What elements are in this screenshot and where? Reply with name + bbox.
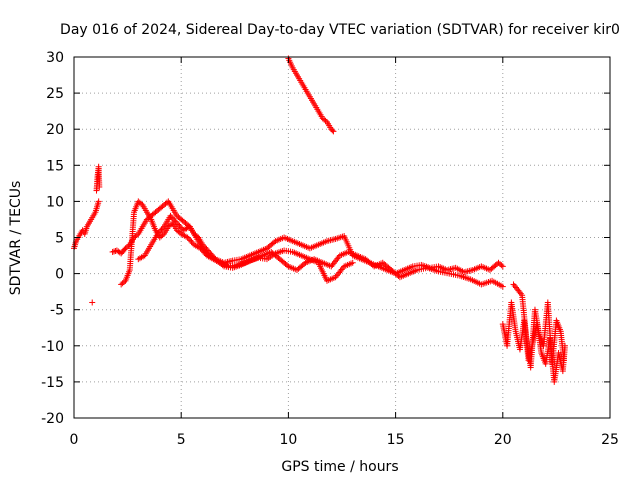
data-point xyxy=(168,214,175,221)
x-tick-label: 20 xyxy=(494,432,512,448)
y-tick-label: -10 xyxy=(41,339,64,355)
data-point xyxy=(167,212,174,219)
data-point xyxy=(200,246,207,253)
data-point xyxy=(184,234,191,241)
data-point xyxy=(173,220,180,227)
y-tick-label: 10 xyxy=(46,194,64,210)
data-point xyxy=(154,230,161,237)
data-point xyxy=(271,239,278,246)
data-point xyxy=(203,249,210,256)
data-point xyxy=(283,262,290,269)
data-point xyxy=(499,263,506,270)
x-tick-label: 5 xyxy=(177,432,186,448)
data-point xyxy=(172,218,179,225)
data-point xyxy=(188,238,195,245)
data-point xyxy=(329,127,336,134)
data-point xyxy=(499,283,506,290)
data-point xyxy=(121,279,128,286)
y-tick-label: 25 xyxy=(46,86,64,102)
y-axis-label: SDTVAR / TECUs xyxy=(8,181,24,296)
data-point xyxy=(560,357,567,364)
y-tick-label: 0 xyxy=(55,267,64,283)
chart-title: Day 016 of 2024, Sidereal Day-to-day VTE… xyxy=(60,22,620,38)
y-tick-label: -5 xyxy=(50,303,64,319)
data-point xyxy=(176,229,183,236)
data-point xyxy=(133,232,140,239)
data-point xyxy=(138,200,145,207)
data-point xyxy=(330,128,337,135)
data-point xyxy=(199,245,206,252)
data-point xyxy=(202,248,209,255)
data-point xyxy=(185,235,192,242)
data-point xyxy=(158,226,165,233)
data-point xyxy=(157,228,164,235)
data-point xyxy=(498,262,505,269)
data-point xyxy=(219,262,226,269)
data-point xyxy=(176,222,183,229)
data-point xyxy=(125,242,132,249)
data-point xyxy=(175,221,182,228)
x-tick-label: 10 xyxy=(279,432,297,448)
data-point xyxy=(168,221,175,228)
data-point xyxy=(171,217,178,224)
data-point xyxy=(95,198,102,205)
data-point xyxy=(177,224,184,231)
axis-ticks: 0 5 10 15 20 25 -20 -15 -10 -5 0 5 10 15 20 25 30 xyxy=(41,50,619,448)
data-point xyxy=(322,117,329,124)
x-tick-label: 15 xyxy=(387,432,405,448)
data-point xyxy=(159,225,166,232)
data-marks xyxy=(71,55,568,385)
data-point xyxy=(301,260,308,267)
data-point xyxy=(89,299,96,306)
y-tick-label: -20 xyxy=(41,411,64,427)
y-tick-label: 30 xyxy=(46,50,64,66)
data-point xyxy=(155,229,162,236)
data-point xyxy=(96,183,103,190)
y-tick-label: 15 xyxy=(46,158,64,174)
y-tick-label: 5 xyxy=(55,231,64,247)
data-point xyxy=(159,232,166,239)
x-tick-label: 0 xyxy=(70,432,79,448)
data-point xyxy=(170,215,177,222)
data-point xyxy=(187,237,194,244)
y-tick-label: 20 xyxy=(46,122,64,138)
x-axis-label: GPS time / hours xyxy=(281,459,398,475)
y-tick-label: -15 xyxy=(41,375,64,391)
data-point xyxy=(163,199,170,206)
data-point xyxy=(349,259,356,266)
x-tick-label: 25 xyxy=(601,432,619,448)
